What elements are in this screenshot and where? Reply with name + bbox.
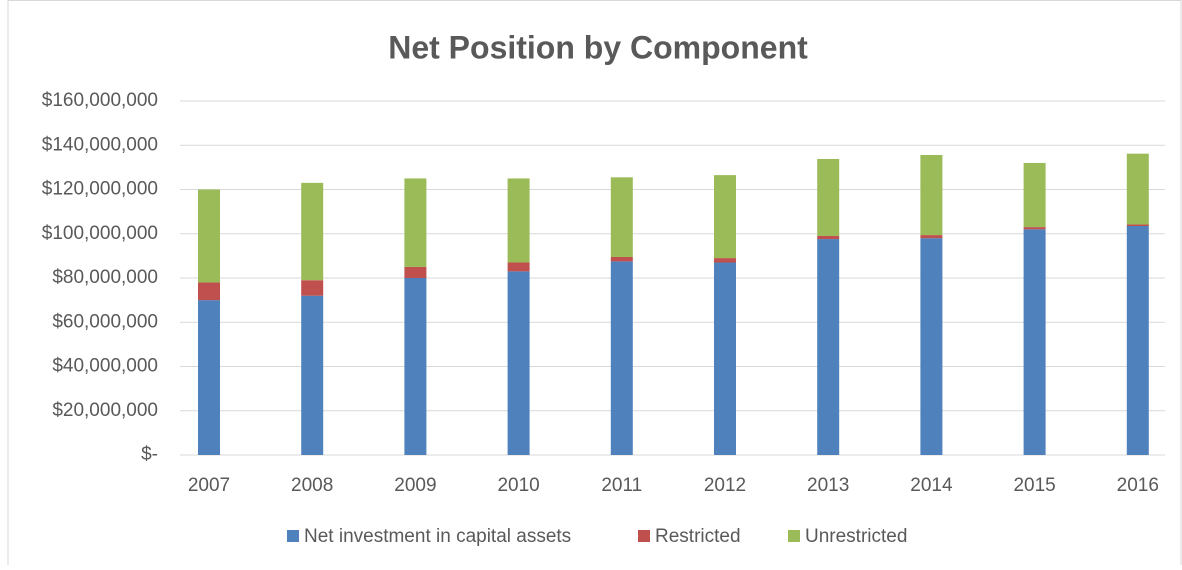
bar-segment — [301, 280, 324, 296]
x-tick-label: 2010 — [497, 475, 539, 496]
legend-label: Restricted — [655, 526, 741, 547]
y-tick-label: $20,000,000 — [52, 400, 158, 421]
legend-swatch — [287, 530, 299, 542]
bar-segment — [1126, 224, 1149, 227]
chart-frame — [7, 0, 1182, 570]
y-tick-label: $100,000,000 — [42, 223, 158, 244]
bar-segment — [920, 238, 943, 455]
bar-segment — [817, 158, 840, 236]
y-tick-label: $- — [141, 444, 158, 465]
chart-title: Net Position by Component — [388, 29, 808, 65]
bar-segment — [507, 271, 530, 455]
bar-segment — [1126, 153, 1149, 225]
bar-segment — [714, 258, 736, 263]
y-tick-label: $120,000,000 — [42, 179, 158, 200]
y-tick-label: $60,000,000 — [52, 311, 158, 332]
bar-segment — [714, 262, 736, 455]
bar-segment — [198, 189, 220, 283]
bar-segment — [1023, 162, 1046, 228]
bar-segment — [507, 178, 530, 263]
x-tick-label: 2016 — [1117, 475, 1159, 496]
bar-segment — [1023, 229, 1046, 455]
legend-label: Net investment in capital assets — [304, 526, 571, 547]
bar-segment — [817, 235, 840, 240]
x-tick-label: 2009 — [394, 475, 436, 496]
bar-segment — [198, 282, 220, 301]
y-tick-label: $160,000,000 — [42, 90, 158, 111]
bar-segment — [817, 239, 840, 455]
y-tick-label: $40,000,000 — [52, 356, 158, 377]
x-tick-label: 2013 — [807, 475, 849, 496]
bar-segment — [507, 262, 530, 272]
y-tick-label: $140,000,000 — [42, 134, 158, 155]
bar-segment — [610, 256, 633, 262]
bar-segment — [920, 154, 943, 236]
x-tick-label: 2015 — [1013, 475, 1055, 496]
bar-segment — [610, 177, 633, 257]
bar-segment — [404, 266, 427, 278]
bar-segment — [920, 235, 943, 239]
x-tick-label: 2008 — [291, 475, 333, 496]
legend-label: Unrestricted — [805, 526, 907, 547]
x-tick-label: 2007 — [188, 475, 230, 496]
legend-swatch — [788, 530, 800, 542]
x-tick-label: 2014 — [910, 475, 953, 496]
bar-segment — [404, 278, 427, 455]
x-tick-label: 2011 — [601, 475, 642, 496]
y-tick-label: $80,000,000 — [52, 267, 158, 288]
bar-segment — [404, 178, 427, 267]
bar-segment — [198, 300, 220, 455]
bar-segment — [610, 261, 633, 455]
bar-segment — [1023, 227, 1046, 230]
bar-segment — [714, 175, 736, 259]
bar-segment — [1126, 226, 1149, 455]
legend-swatch — [638, 530, 650, 542]
bar-segment — [301, 182, 324, 281]
x-tick-label: 2012 — [704, 475, 746, 496]
bar-segment — [301, 295, 324, 455]
